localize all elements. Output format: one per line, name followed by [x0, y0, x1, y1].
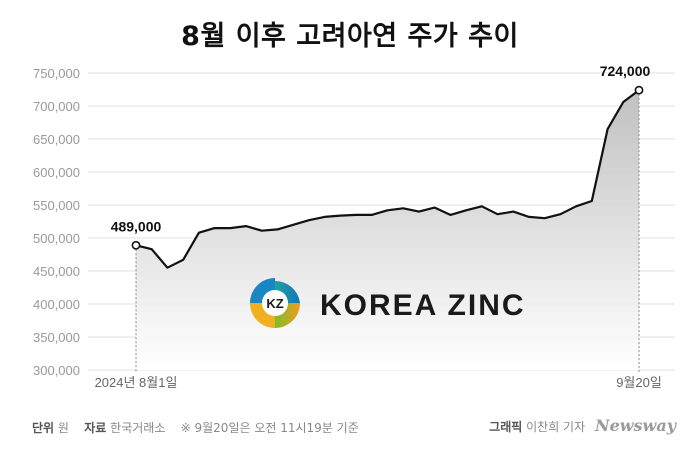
korea-zinc-wordmark: KOREA ZINC — [320, 289, 526, 322]
y-tick-label: 550,000 — [33, 198, 80, 213]
price-markers: 489,000 724,000 — [111, 63, 651, 250]
price-annotation-label: 489,000 — [111, 218, 162, 234]
y-tick-label: 350,000 — [33, 330, 80, 345]
kz-mark: KZ — [266, 296, 283, 311]
chart-footer-credit: 그래픽 이찬희 기자 Newsway — [489, 416, 676, 435]
price-annotation-label: 724,000 — [600, 63, 651, 79]
x-tick-label: 9월20일 — [616, 375, 662, 390]
marker-guide-lines — [135, 90, 640, 372]
chart-footer-source: 단위 원 자료 한국거래소 ※ 9월20일은 오전 11시19분 기준 — [32, 419, 359, 436]
korea-zinc-logo: KZ KOREA ZINC — [250, 278, 526, 328]
unit-label: 단위 — [32, 421, 55, 435]
y-axis-ticks: 300,000 350,000 400,000 450,000 500,000 550,0… — [33, 66, 80, 378]
y-tick-label: 500,000 — [33, 231, 80, 246]
y-tick-label: 450,000 — [33, 264, 80, 279]
source-label: 자료 — [84, 421, 107, 435]
price-marker-dot — [131, 240, 141, 250]
y-tick-label: 600,000 — [33, 165, 80, 180]
source-value: 한국거래소 — [110, 421, 166, 435]
y-tick-label: 700,000 — [33, 99, 80, 114]
chart-title: 8월 이후 고려아연 주가 추이 — [181, 21, 519, 52]
y-tick-label: 750,000 — [33, 66, 80, 81]
price-line — [135, 89, 640, 269]
footnote: ※ 9월20일은 오전 11시19분 기준 — [180, 421, 359, 435]
kz-emblem-icon: KZ — [250, 278, 300, 328]
y-tick-label: 400,000 — [33, 297, 80, 312]
x-tick-label: 2024년 8월1일 — [95, 375, 178, 390]
y-tick-label: 650,000 — [33, 132, 80, 147]
x-axis-labels: 2024년 8월1일 9월20일 — [95, 375, 662, 390]
y-tick-label: 300,000 — [33, 363, 80, 378]
price-marker-dot — [634, 85, 644, 95]
graphic-label: 그래픽 — [489, 420, 523, 434]
graphic-credit: 이찬희 기자 — [526, 420, 586, 434]
unit-value: 원 — [57, 421, 69, 435]
newsway-logo: Newsway — [594, 416, 676, 435]
